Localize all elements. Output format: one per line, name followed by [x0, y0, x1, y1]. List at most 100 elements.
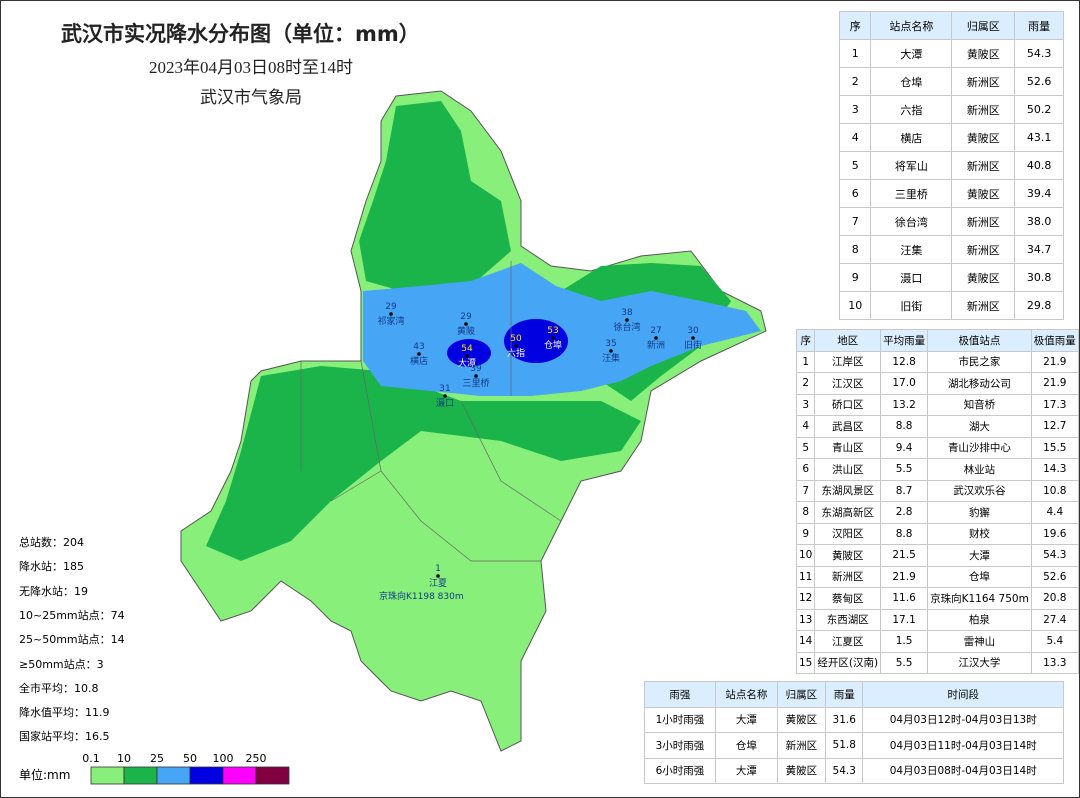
cell: 1小时雨强	[644, 706, 716, 733]
cell: 34.7	[1014, 235, 1064, 264]
cell: 市民之家	[927, 350, 1032, 373]
cell: 汪集	[870, 235, 953, 264]
cell: 1	[795, 350, 816, 373]
legend-swatch	[90, 766, 125, 785]
header-row: 雨强 站点名称 归属区 雨量 时间段	[644, 681, 1064, 708]
row: 9 汉阳区 8.8 财校 19.6	[795, 522, 1079, 545]
row: 2 仓埠 新洲区 52.6	[838, 67, 1064, 96]
cell: 仓埠	[870, 67, 953, 96]
cell: 8.8	[880, 522, 929, 545]
stat-value: 11.9	[85, 706, 110, 720]
cell: 江汉区	[814, 372, 882, 395]
station-name: 黄陂	[457, 325, 475, 337]
top-stations-table: 序站点名称 归属区 雨量 1 大潭 黄陂区 54.3 2 仓埠 新洲区 52.6 3 六指 新洲区 50.2…	[838, 11, 1064, 320]
station-value: 27	[650, 326, 661, 336]
cell: 6	[795, 458, 816, 481]
header-cell: 极值站点	[927, 329, 1032, 352]
cell: 21.9	[1030, 350, 1079, 373]
cell: 雷神山	[927, 630, 1032, 653]
cell: 汉阳区	[814, 522, 882, 545]
row: 10 黄陂区 21.5 大潭 54.3	[795, 544, 1079, 567]
district-borders	[300, 261, 562, 562]
stat-value: 185	[63, 560, 84, 574]
header-cell: 序	[838, 11, 872, 40]
cell: 黄陂区	[776, 706, 827, 733]
cell: 13	[795, 608, 816, 631]
zone-10-25	[359, 101, 511, 291]
map-shapes	[180, 90, 767, 752]
cell: 将军山	[870, 151, 953, 180]
cell: 12	[795, 587, 816, 610]
header-cell: 序	[795, 329, 816, 352]
row: 7 徐台湾 新洲区 38.0	[838, 207, 1064, 236]
stat-value: 74	[110, 608, 125, 622]
cell: 4.4	[1030, 501, 1079, 524]
cell: 5.5	[880, 651, 929, 674]
header-cell: 站点名称	[870, 11, 953, 40]
station-value: 50	[510, 334, 522, 344]
row: 1小时雨强 大潭 黄陂区 31.6 04月03日12时-04月03日13时	[644, 706, 1064, 733]
cell: 六指	[870, 95, 953, 124]
zone-10-25	[206, 366, 641, 561]
cell: 大潭	[870, 39, 953, 68]
header-cell: 雨强	[644, 681, 716, 708]
cell: 东西湖区	[814, 608, 882, 631]
cell: 21.9	[1030, 372, 1079, 395]
cell: 滠口	[870, 263, 953, 292]
cell: 3	[795, 393, 816, 416]
station-value: 54	[461, 344, 473, 354]
row: 8 汪集 新洲区 34.7	[838, 235, 1064, 264]
cell: 黄陂区	[951, 123, 1016, 152]
cell: 13.3	[1030, 651, 1079, 674]
row: 7 东湖风景区 8.7 武汉欢乐谷 10.8	[795, 479, 1079, 502]
header-cell: 雨量	[824, 681, 864, 708]
cell: 39.4	[1014, 179, 1064, 208]
cell: 1	[838, 39, 872, 68]
header-cell: 极值雨量	[1030, 329, 1079, 352]
stat-value: 19	[74, 584, 88, 598]
cell: 5.5	[880, 458, 929, 481]
station-dot	[691, 336, 695, 340]
row: 1 大潭 黄陂区 54.3	[838, 39, 1064, 68]
cell: 51.8	[824, 732, 864, 759]
cell: 4	[795, 415, 816, 438]
zone-50-100	[447, 339, 491, 367]
map-subtitle: 2023年04月03日08时至14时	[149, 58, 353, 77]
cell: 湖大	[927, 415, 1032, 438]
row: 6小时雨强 大潭 黄陂区 54.3 04月03日08时-04月03日14时	[644, 757, 1064, 784]
stat: ≥50mm站点：3	[19, 656, 104, 672]
cell: 17.1	[880, 608, 929, 631]
header-cell: 站点名称	[714, 681, 778, 708]
station-value: 53	[547, 326, 558, 336]
district-table: 序地区 平均雨量 极值站点 极值雨量 1 江岸区 12.8 市民之家 21.9 2 江汉区 17.0 湖…	[795, 329, 1079, 674]
cell: 京珠向K1164 750m	[927, 587, 1032, 610]
cell: 5.4	[1030, 630, 1079, 653]
cell: 21.5	[880, 544, 929, 567]
row: 4 横店 黄陂区 43.1	[838, 123, 1064, 152]
header-cell: 平均雨量	[880, 329, 929, 352]
station-name: 旧街	[684, 339, 702, 351]
header-cell: 地区	[814, 329, 882, 352]
cell: 9.4	[880, 436, 929, 459]
station-value: 38	[621, 308, 633, 318]
station-dot	[609, 349, 613, 353]
station-name: 汪集	[602, 352, 620, 364]
station-name: 江夏	[429, 578, 447, 589]
cell: 14	[795, 630, 816, 653]
row: 6 三里桥 黄陂区 39.4	[838, 179, 1064, 208]
header-cell: 时间段	[862, 681, 1064, 708]
cell: 青山区	[814, 436, 882, 459]
stat-label: 降水站：	[19, 560, 63, 574]
station-dot	[625, 318, 629, 322]
cell: 10.8	[1030, 479, 1079, 502]
row: 15 经开区(汉南) 5.5 江汉大学 13.3	[795, 651, 1079, 674]
cell: 三里桥	[870, 179, 953, 208]
cell: 13.2	[880, 393, 929, 416]
cell: 15.5	[1030, 436, 1079, 459]
stat-label: 10~25mm站点：	[19, 608, 111, 622]
row: 11 新洲区 21.9 仓埠 52.6	[795, 565, 1079, 588]
stat: 无降水站：19	[19, 583, 88, 599]
row: 13 东西湖区 17.1 柏泉 27.4	[795, 608, 1079, 631]
row: 12 蔡甸区 11.6 京珠向K1164 750m 20.8	[795, 587, 1079, 610]
